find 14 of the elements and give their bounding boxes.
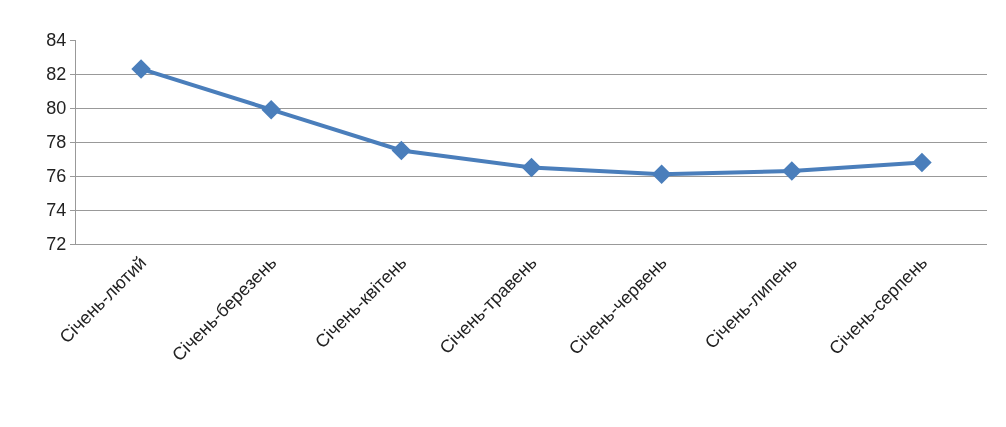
y-tick-label: 74 [46,200,67,221]
point [782,161,802,181]
y-tick-label: 78 [46,132,67,153]
point [651,164,672,185]
point [521,157,542,178]
y-tick-label: 76 [46,166,67,187]
point [261,99,281,120]
point [131,59,151,79]
y-tick-label: 80 [46,98,67,119]
y-tick-label: 72 [46,234,67,255]
y-tick-label: 82 [46,64,67,85]
y-tick-label: 84 [46,30,67,51]
point [912,152,932,173]
point [391,140,412,161]
